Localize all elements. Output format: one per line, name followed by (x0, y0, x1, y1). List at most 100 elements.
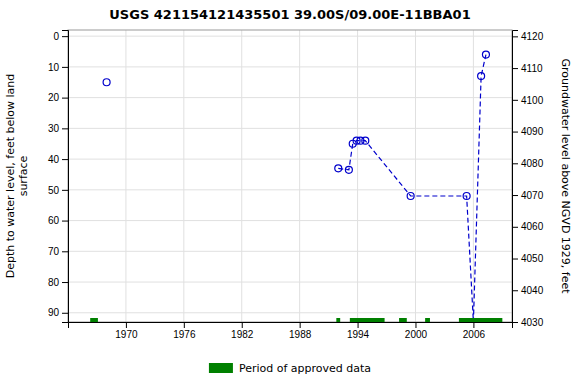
tick-label: 40 (48, 154, 60, 165)
grid-line-y (68, 97, 512, 98)
tick-label: 2006 (463, 329, 486, 340)
tick-mark (415, 322, 416, 328)
tick-label: 2000 (405, 329, 428, 340)
data-marks (90, 51, 502, 322)
grid-line-y (68, 282, 512, 283)
data-point (407, 192, 414, 199)
axis-domain (62, 31, 69, 323)
grid-line-x (299, 30, 300, 322)
tick-label: 60 (48, 215, 60, 226)
grid-line-x (125, 30, 126, 322)
tick: 4110 (512, 63, 543, 74)
y-axis-label: Depth to water level, feet below landsur… (4, 74, 30, 279)
y2-axis: 4030 4040 4050 4060 4070 4080 4090 4100 4110 4120 (512, 31, 544, 328)
tick: 4120 (512, 31, 544, 42)
tick-mark (512, 132, 518, 133)
tick: 2006 (463, 322, 486, 340)
legend-item: Period of approved data (209, 362, 371, 375)
tick: 4060 (512, 221, 544, 232)
tick-label: 4110 (521, 63, 543, 74)
tick: 1994 (347, 322, 370, 340)
tick-mark (512, 100, 518, 101)
plot-area: 1970197619821988199420002006010203040506… (48, 30, 544, 340)
tick-mark (512, 290, 518, 291)
tick-mark (512, 227, 518, 228)
grid-line-y (68, 66, 512, 67)
grid-line-y (68, 312, 512, 313)
tick-label: 70 (48, 246, 60, 257)
grid-line-y (68, 159, 512, 160)
tick: 80 (48, 277, 68, 288)
tick-mark (62, 67, 68, 68)
approved-period (336, 318, 340, 322)
tick: 50 (48, 185, 68, 196)
data-point (482, 51, 489, 58)
tick: 40 (48, 154, 68, 165)
tick-mark (62, 251, 68, 252)
tick-label: 20 (48, 92, 60, 103)
tick: 60 (48, 215, 68, 226)
series-line (338, 55, 486, 322)
tick-mark (512, 36, 518, 37)
grid-line-y (68, 128, 512, 129)
tick-label: 4050 (521, 253, 544, 264)
tick-mark (300, 322, 301, 328)
tick: 70 (48, 246, 68, 257)
tick-mark (512, 322, 518, 323)
tick-label: 1970 (115, 329, 138, 340)
tick-label: 90 (48, 307, 60, 318)
chart-svg: 1970197619821988199420002006010203040506… (0, 0, 576, 384)
grid-line-y (68, 36, 512, 37)
tick-label: 0 (53, 31, 59, 42)
tick-mark (62, 36, 68, 37)
tick-label: 50 (48, 185, 60, 196)
tick-label: 1988 (289, 329, 312, 340)
tick-label: 4070 (521, 190, 544, 201)
tick-label: 4090 (521, 126, 544, 137)
tick: 4100 (512, 95, 544, 106)
grid-line-x (241, 30, 242, 322)
tick-label: 4040 (521, 285, 544, 296)
grid-line-y (68, 251, 512, 252)
data-point (478, 73, 485, 80)
tick: 4080 (512, 158, 544, 169)
approved-period (399, 318, 407, 322)
tick: 4030 (512, 317, 544, 328)
tick-label: 4080 (521, 158, 544, 169)
tick-mark (62, 98, 68, 99)
approved-period (90, 318, 98, 322)
tick: 1988 (289, 322, 312, 340)
tick-mark (512, 259, 518, 260)
legend-label: Period of approved data (239, 362, 371, 375)
tick-mark (242, 322, 243, 328)
data-point (463, 192, 470, 199)
tick-mark (62, 190, 68, 191)
legend-swatch (209, 363, 233, 373)
tick: 1976 (173, 322, 196, 340)
tick-mark (62, 159, 68, 160)
tick-label: 1976 (173, 329, 196, 340)
tick-mark (473, 322, 474, 328)
tick: 10 (48, 62, 68, 73)
y-axis-label-line: surface (17, 155, 30, 196)
tick-mark (62, 313, 68, 314)
tick: 30 (48, 123, 68, 134)
tick: 4050 (512, 253, 544, 264)
tick: 90 (48, 307, 68, 318)
x-axis: 1970 1976 1982 1988 1994 2000 2006 (69, 322, 513, 340)
data-point (362, 137, 369, 144)
tick-label: 4060 (521, 221, 544, 232)
tick: 1982 (231, 322, 254, 340)
tick: 4090 (512, 126, 544, 137)
tick-mark (512, 68, 518, 69)
tick: 4070 (512, 190, 544, 201)
tick: 20 (48, 92, 68, 103)
chart-title: USGS 421154121435501 39.00S/09.00E-11BBA… (109, 7, 470, 22)
tick: 2000 (405, 322, 428, 340)
tick-mark (126, 322, 127, 328)
tick: 1970 (115, 322, 138, 340)
approved-period (425, 318, 430, 322)
y-axis: 0 10 20 30 40 50 60 70 80 90 (48, 31, 69, 323)
grid-line-x (473, 30, 474, 322)
axis-domain (69, 323, 513, 329)
